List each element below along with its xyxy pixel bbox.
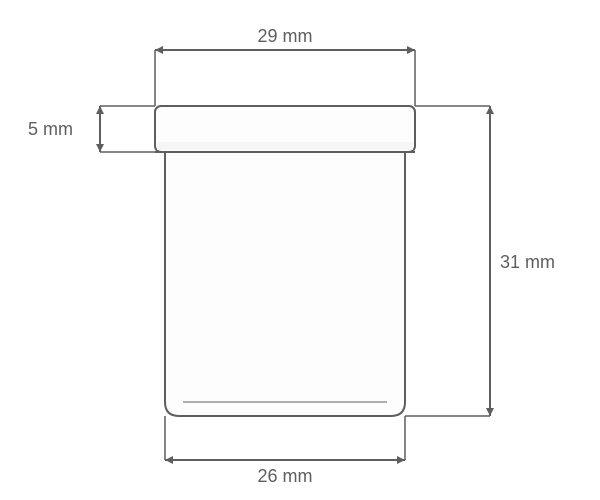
dim-label: 31 mm (500, 252, 555, 272)
jar-body (165, 140, 405, 416)
jar-outline (155, 106, 415, 416)
dim-label: 5 mm (28, 119, 73, 139)
dim-label: 26 mm (257, 466, 312, 486)
dim-label: 29 mm (257, 26, 312, 46)
dimension-diagram: 29 mm 5 mm 26 mm 31 mm (0, 0, 600, 500)
lid-shadow (157, 142, 413, 150)
